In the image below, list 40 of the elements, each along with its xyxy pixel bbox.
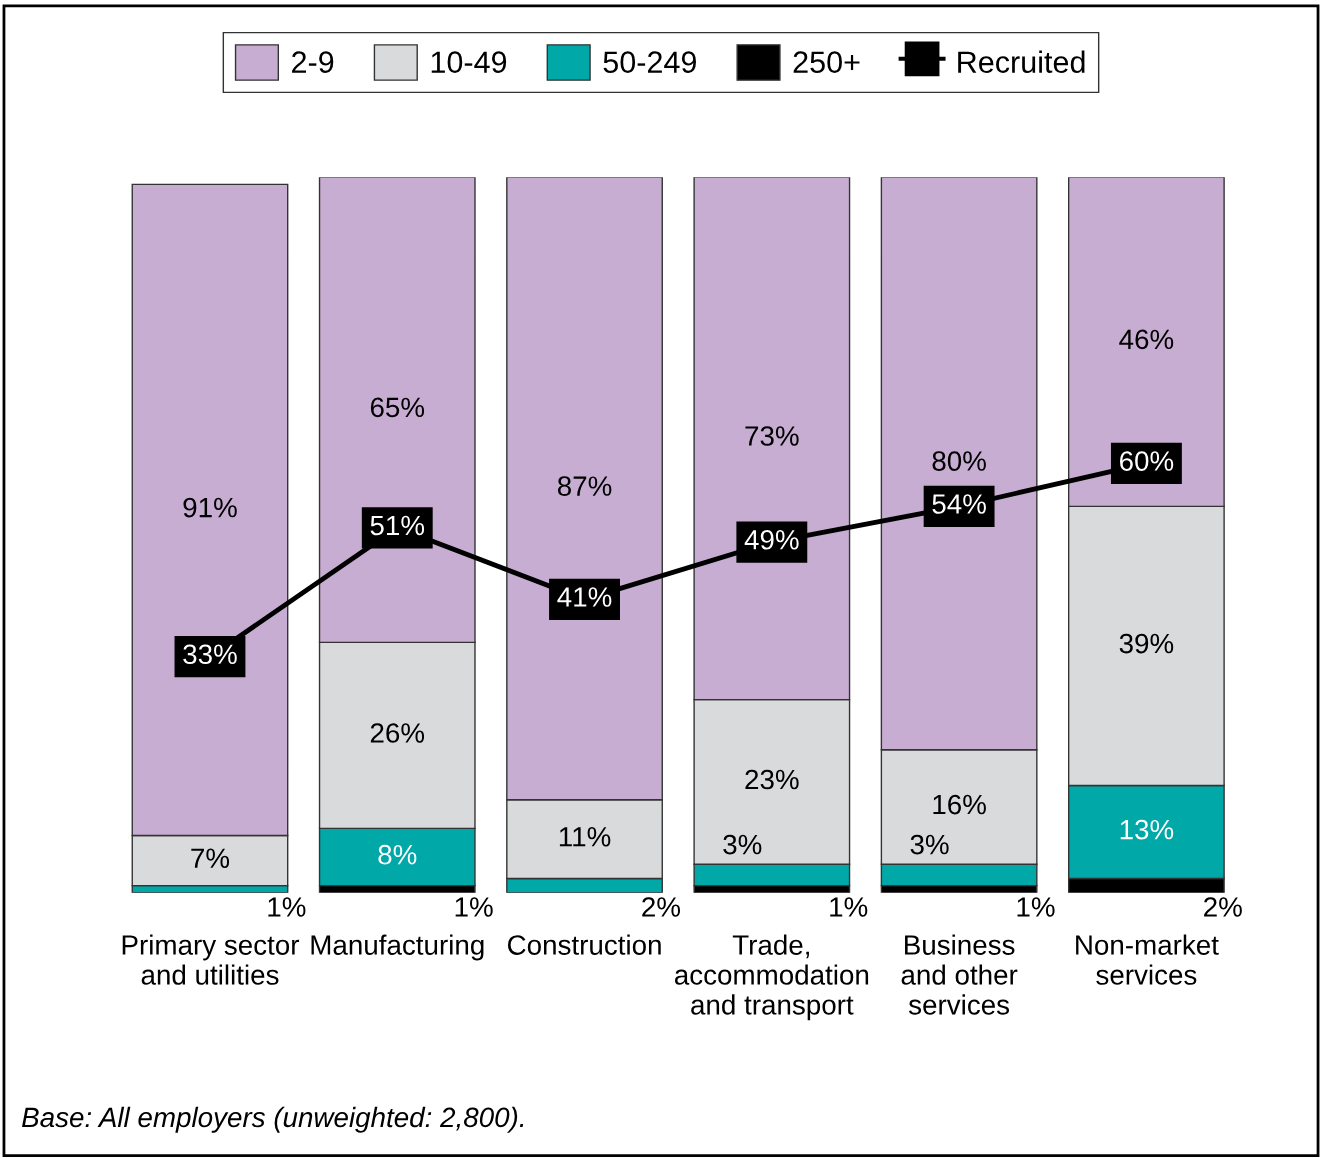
data-label: 33% xyxy=(183,644,237,665)
data-label: 54% xyxy=(932,494,986,514)
data-label: 2% xyxy=(1204,897,1242,917)
x-tick-label: Trade, accommodation and transport xyxy=(674,934,869,1021)
data-label: 26% xyxy=(370,723,425,743)
data-label: 11% xyxy=(559,827,611,847)
data-label: 41% xyxy=(557,587,612,607)
data-label: 1% xyxy=(830,897,868,917)
legend-label: Recruited xyxy=(958,50,1085,73)
data-label: 13% xyxy=(1120,819,1174,840)
text: Base: All employers (unweighted: 2,800). xyxy=(22,1106,524,1133)
legend-label: 2-9 xyxy=(292,51,334,73)
legend-label: 10-49 xyxy=(431,51,507,73)
x-tick-label: Non-market services xyxy=(1076,934,1219,985)
data-label: 2% xyxy=(642,897,681,917)
data-label: 23% xyxy=(745,769,799,790)
data-label: 1% xyxy=(268,897,306,917)
x-tick-label: Manufacturing xyxy=(311,934,484,961)
x-tick-label: Business and other services xyxy=(901,934,1018,1015)
data-label: 49% xyxy=(744,529,799,550)
data-label: 46% xyxy=(1119,329,1174,350)
data-label: 3% xyxy=(910,834,949,855)
data-label: 16% xyxy=(933,794,986,815)
legend-label: 50-249 xyxy=(603,51,696,73)
x-tick-label: Primary sector and utilities xyxy=(122,934,300,985)
data-label: 39% xyxy=(1119,633,1174,654)
data-label: 65% xyxy=(370,397,425,418)
data-label: 60% xyxy=(1120,451,1174,471)
x-tick-label: Construction xyxy=(507,934,661,955)
data-label: 8% xyxy=(378,844,417,865)
data-label: 51% xyxy=(370,515,425,536)
legend-label: 250+ xyxy=(793,51,860,73)
data-label: 87% xyxy=(557,476,612,496)
data-label: 3% xyxy=(723,834,762,855)
data-label: 7% xyxy=(191,848,230,868)
data-label: 1% xyxy=(1017,897,1055,917)
data-label: 80% xyxy=(932,451,986,471)
data-label: 1% xyxy=(455,897,493,917)
data-label: 73% xyxy=(745,426,799,446)
data-label: 91% xyxy=(183,497,237,518)
